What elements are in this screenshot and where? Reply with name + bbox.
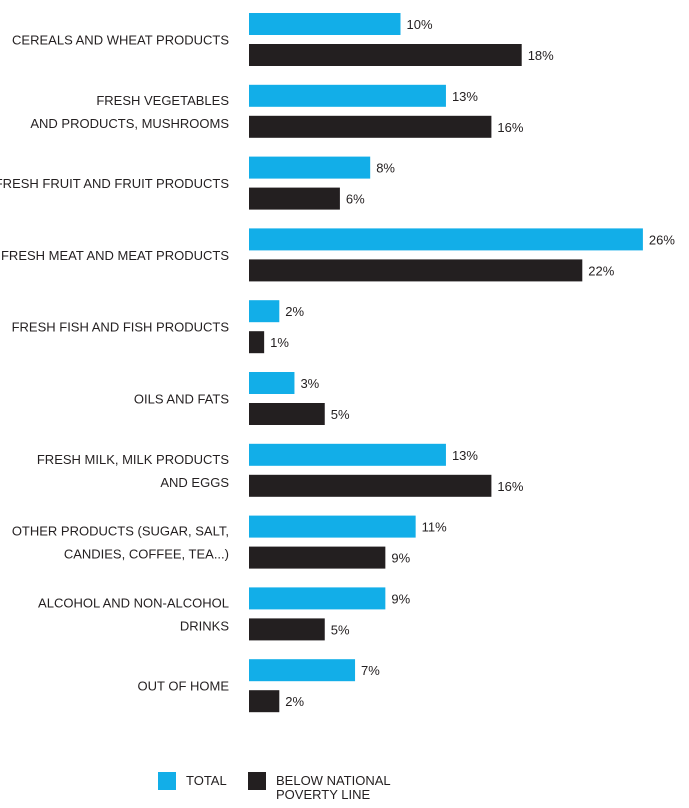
category-label: OTHER PRODUCTS (SUGAR, SALT, CANDIES, COF…: [12, 524, 229, 562]
category-label: FRESH FRUIT AND FRUIT PRODUCTS: [0, 176, 229, 191]
category-label-line: FRESH MEAT AND MEAT PRODUCTS: [1, 248, 229, 263]
bar-poverty: [249, 44, 522, 66]
data-label: 5%: [331, 407, 350, 422]
category-label-line: DRINKS: [180, 618, 229, 633]
data-label: 22%: [588, 263, 614, 278]
bar-poverty: [249, 618, 325, 641]
category-label-line: OILS AND FATS: [134, 392, 229, 407]
data-label: 2%: [285, 694, 304, 709]
category-label-line: AND PRODUCTS, MUSHROOMS: [30, 116, 229, 131]
bar-total: [249, 659, 356, 682]
bar-group: 7% 2% OUT OF HOME: [138, 659, 380, 713]
data-label: 1%: [270, 335, 289, 350]
bar-total: [249, 515, 416, 538]
bar-group: 11% 9% OTHER PRODUCTS (SUGAR, SALT, CANDIES…: [12, 515, 447, 569]
category-label-line: CANDIES, COFFEE, TEA...): [64, 547, 229, 562]
bar-total: [249, 587, 386, 610]
category-label-line: ALCOHOL AND NON-ALCOHOL: [38, 595, 229, 610]
bar-total: [249, 300, 280, 323]
data-label: 9%: [391, 551, 410, 566]
category-label: CEREALS AND WHEAT PRODUCTS: [12, 33, 229, 48]
data-label: 18%: [528, 48, 554, 63]
legend-swatch-total: [158, 772, 176, 790]
bar-poverty: [249, 474, 492, 497]
bar-group: 3% 5% OILS AND FATS: [134, 372, 350, 425]
legend-item-poverty: BELOW NATIONAL POVERTY LINE: [248, 772, 391, 802]
bar-poverty: [249, 403, 325, 425]
data-label: 2%: [285, 304, 304, 319]
bar-chart: 10% 18% CEREALS AND WHEAT PRODUCTS 13% 16% FR…: [0, 13, 675, 713]
category-label-line: FRESH MILK, MILK PRODUCTS: [37, 452, 229, 467]
category-label-line: FRESH FRUIT AND FRUIT PRODUCTS: [0, 176, 229, 191]
data-label: 13%: [452, 89, 478, 104]
category-label: FRESH MEAT AND MEAT PRODUCTS: [1, 248, 229, 263]
category-label-line: OTHER PRODUCTS (SUGAR, SALT,: [12, 524, 229, 539]
data-label: 26%: [649, 232, 675, 247]
bar-total: [249, 372, 295, 394]
data-label: 7%: [361, 663, 380, 678]
data-label: 6%: [346, 192, 365, 207]
bar-group: 8% 6% FRESH FRUIT AND FRUIT PRODUCTS: [0, 156, 395, 210]
data-label: 8%: [376, 161, 395, 176]
bar-group: 10% 18% CEREALS AND WHEAT PRODUCTS: [12, 13, 554, 66]
bar-poverty: [249, 115, 492, 138]
category-label-line: CEREALS AND WHEAT PRODUCTS: [12, 33, 229, 48]
category-label: FRESH MILK, MILK PRODUCTS AND EGGS: [37, 452, 229, 490]
category-label-line: FRESH VEGETABLES: [96, 93, 229, 108]
bar-group: 13% 16% FRESH VEGETABLES AND PRODUCTS, MUSH…: [30, 84, 524, 138]
category-label: OUT OF HOME: [138, 679, 230, 694]
bar-total: [249, 13, 401, 35]
category-label: FRESH VEGETABLES AND PRODUCTS, MUSHROOMS: [30, 93, 229, 131]
bar-group: 2% 1% FRESH FISH AND FISH PRODUCTS: [12, 300, 305, 354]
bar-poverty: [249, 259, 583, 282]
bar-poverty: [249, 187, 340, 210]
data-label: 16%: [497, 479, 523, 494]
bar-group: 26% 22% FRESH MEAT AND MEAT PRODUCTS: [1, 228, 675, 282]
data-label: 5%: [331, 622, 350, 637]
legend-swatch-poverty: [248, 772, 266, 790]
data-label: 13%: [452, 448, 478, 463]
data-label: 10%: [407, 17, 433, 32]
category-label-line: FRESH FISH AND FISH PRODUCTS: [12, 320, 230, 335]
bar-total: [249, 228, 643, 251]
legend-item-total: TOTAL: [158, 772, 227, 790]
bar-poverty: [249, 690, 280, 713]
data-label: 16%: [497, 120, 523, 135]
bar-total: [249, 84, 446, 107]
bar-total: [249, 156, 371, 179]
data-label: 9%: [391, 591, 410, 606]
legend-label-total: TOTAL: [186, 773, 227, 788]
category-label: OILS AND FATS: [134, 392, 229, 407]
category-label: ALCOHOL AND NON-ALCOHOL DRINKS: [38, 595, 229, 633]
category-label: FRESH FISH AND FISH PRODUCTS: [12, 320, 230, 335]
category-label-line: AND EGGS: [160, 475, 229, 490]
data-label: 11%: [422, 520, 447, 535]
bar-poverty: [249, 546, 386, 569]
bar-poverty: [249, 331, 265, 354]
legend-label-poverty: BELOW NATIONAL POVERTY LINE: [276, 773, 391, 802]
data-label: 3%: [300, 376, 319, 391]
bar-total: [249, 443, 446, 466]
category-label-line: OUT OF HOME: [138, 679, 230, 694]
bar-group: 9% 5% ALCOHOL AND NON-ALCOHOL DRINKS: [38, 587, 411, 641]
bar-group: 13% 16% FRESH MILK, MILK PRODUCTS AND EGGS: [37, 443, 524, 497]
